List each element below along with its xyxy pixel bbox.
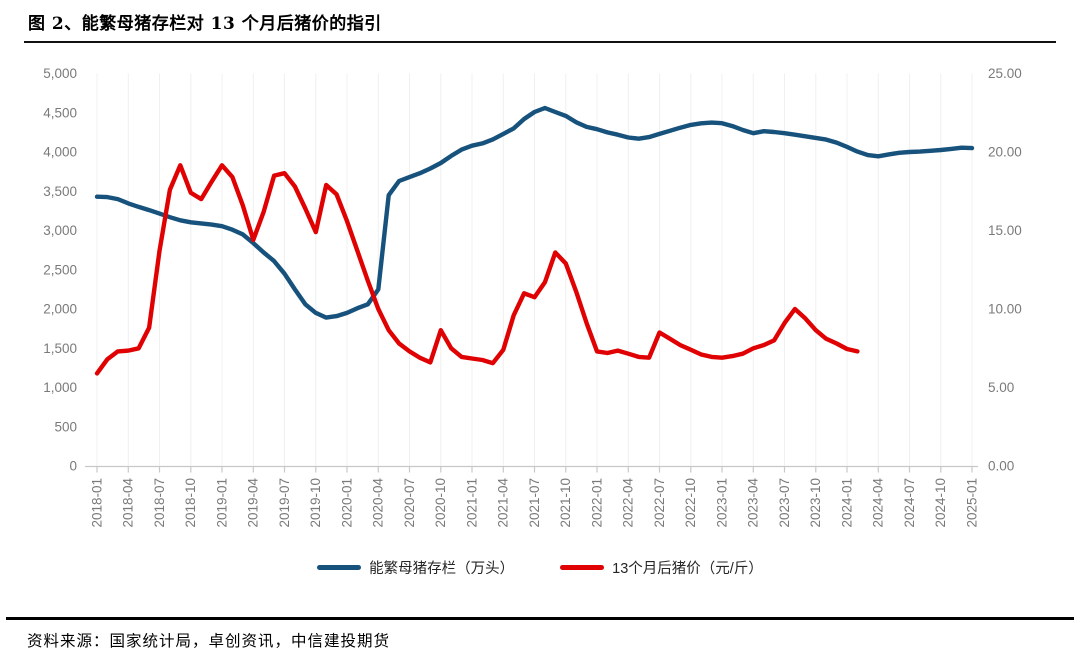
- legend-line-swatch-blue: [317, 565, 362, 570]
- series-line-sow-inventory: [94, 105, 975, 320]
- right-axis-tick-label: 25.00: [988, 66, 1022, 81]
- right-axis-tick-label: 20.00: [988, 145, 1022, 160]
- x-axis-tick-label: 2018-07: [152, 478, 167, 528]
- x-axis-tick-label: 2020-10: [433, 478, 448, 528]
- left-axis-tick-label: 5,000: [43, 66, 77, 81]
- source-note: 资料来源：国家统计局，卓创资讯，中信建投期货: [27, 632, 391, 650]
- series-line-pig-price: [94, 163, 860, 376]
- x-axis-tick-label: 2019-04: [246, 478, 261, 528]
- left-axis-tick-label: 3,000: [43, 223, 77, 238]
- x-axis-tick-label: 2022-07: [652, 478, 667, 528]
- x-axis-tick-label: 2023-07: [777, 478, 792, 528]
- x-axis-tick-label: 2024-07: [902, 478, 917, 528]
- legend-item-sow-inventory: 能繁母猪存栏（万头）: [317, 557, 514, 578]
- x-axis-tick-label: 2020-07: [402, 478, 417, 528]
- x-axis-tick-label: 2022-01: [589, 478, 604, 528]
- left-axis-tick-label: 4,000: [43, 145, 77, 160]
- left-axis-tick-label: 1,500: [43, 341, 77, 356]
- x-axis-tick-label: 2020-04: [371, 478, 386, 528]
- left-axis-tick-label: 2,500: [43, 262, 77, 277]
- x-axis-tick-label: 2018-04: [121, 478, 136, 528]
- x-axis-tick-label: 2019-10: [308, 478, 323, 528]
- legend-label-pig-price: 13个月后猪价（元/斤）: [612, 561, 763, 577]
- x-axis-tick-label: 2018-01: [89, 478, 104, 528]
- right-axis-tick-label: 15.00: [988, 223, 1022, 238]
- x-axis-tick-label: 2023-01: [714, 478, 729, 528]
- x-axis-tick-label: 2023-04: [746, 478, 761, 528]
- chart-legend: 能繁母猪存栏（万头） 13个月后猪价（元/斤）: [0, 557, 1080, 578]
- x-axis-tick-label: 2018-10: [183, 478, 198, 528]
- x-axis-tick-label: 2024-04: [871, 478, 886, 528]
- x-axis-tick-label: 2024-10: [933, 478, 948, 528]
- right-axis-tick-label: 5.00: [988, 380, 1014, 395]
- x-axis-tick-label: 2021-04: [496, 478, 511, 528]
- right-axis-tick-label: 0.00: [988, 459, 1014, 474]
- left-axis-tick-label: 4,500: [43, 105, 77, 120]
- right-axis-tick-label: 10.00: [988, 302, 1022, 317]
- x-axis-tick-label: 2020-01: [339, 478, 354, 528]
- x-axis-tick-label: 2021-07: [527, 478, 542, 528]
- left-axis-tick-label: 1,000: [43, 380, 77, 395]
- legend-line-swatch-red: [560, 565, 605, 570]
- x-axis-tick-label: 2022-10: [683, 478, 698, 528]
- x-axis-tick-label: 2019-01: [214, 478, 229, 528]
- title-divider: [24, 41, 1056, 43]
- left-axis-tick-label: 3,500: [43, 184, 77, 199]
- figure-title: 图 2、能繁母猪存栏对 13 个月后猪价的指引: [28, 14, 382, 34]
- x-axis-tick-label: 2022-04: [621, 478, 636, 528]
- footer-divider: [6, 617, 1074, 620]
- x-axis-tick-label: 2021-01: [464, 478, 479, 528]
- x-axis-tick-label: 2025-01: [964, 478, 979, 528]
- legend-item-pig-price: 13个月后猪价（元/斤）: [560, 557, 763, 578]
- legend-label-sow-inventory: 能繁母猪存栏（万头）: [369, 561, 515, 577]
- x-axis-tick-label: 2024-01: [839, 478, 854, 528]
- x-axis-tick-label: 2023-10: [808, 478, 823, 528]
- x-axis-tick-label: 2021-10: [558, 478, 573, 528]
- left-axis-tick-label: 0: [69, 459, 77, 474]
- x-axis-tick-label: 2019-07: [277, 478, 292, 528]
- left-axis-tick-label: 2,000: [43, 302, 77, 317]
- left-axis-tick-label: 500: [54, 419, 77, 434]
